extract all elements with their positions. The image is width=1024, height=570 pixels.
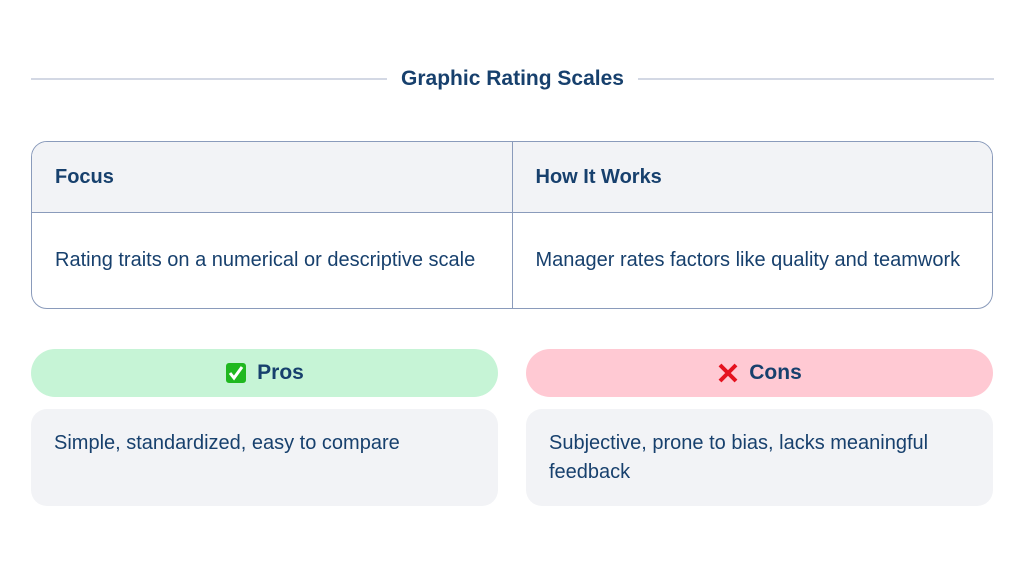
check-mark-button-icon: [226, 363, 247, 383]
page-title: Graphic Rating Scales: [401, 67, 624, 90]
table-row: Rating traits on a numerical or descript…: [32, 213, 992, 308]
title-row: Graphic Rating Scales: [31, 64, 995, 94]
header-how-it-works: How It Works: [511, 142, 993, 212]
cons-label: Cons: [749, 361, 802, 384]
pros-text: Simple, standardized, easy to compare: [31, 409, 498, 506]
table-header: Focus How It Works: [32, 142, 992, 213]
divider-left: [31, 78, 388, 80]
pros-label: Pros: [257, 361, 304, 384]
pros-header: Pros: [31, 349, 498, 397]
header-focus: Focus: [55, 165, 114, 188]
info-table: Focus How It Works Rating traits on a nu…: [31, 141, 993, 309]
cross-mark-icon: [718, 363, 738, 383]
cell-focus: Rating traits on a numerical or descript…: [55, 249, 476, 271]
divider-right: [637, 78, 995, 80]
cons-text: Subjective, prone to bias, lacks meaning…: [526, 409, 993, 506]
cons-header: Cons: [526, 349, 993, 397]
cell-how-it-works: Manager rates factors like quality and t…: [511, 213, 993, 308]
